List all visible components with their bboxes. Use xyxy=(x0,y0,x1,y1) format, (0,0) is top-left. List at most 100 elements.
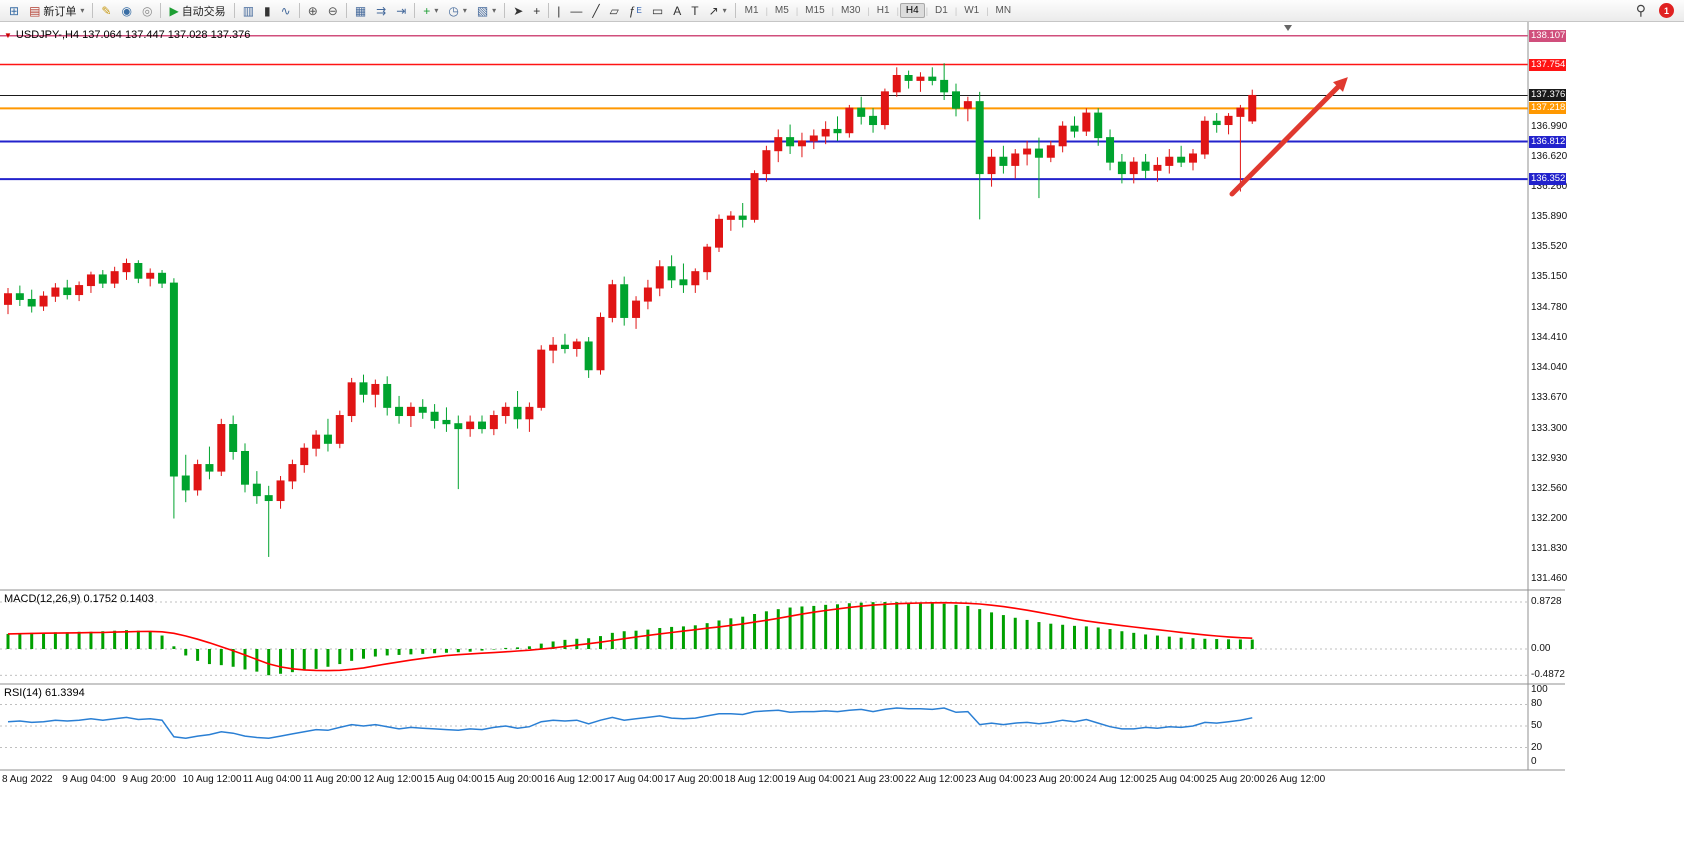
candle-body xyxy=(1177,156,1186,163)
candle-body xyxy=(323,434,332,444)
periods-button[interactable]: ◷ ▾ xyxy=(443,1,472,20)
text-button[interactable]: A xyxy=(668,1,686,20)
candle-body xyxy=(596,316,605,371)
timeframe-m1-button[interactable]: M1 xyxy=(744,5,759,16)
trendline-button[interactable]: ╱ xyxy=(587,1,604,20)
candle-body xyxy=(703,246,712,273)
autotrading-button[interactable]: ▶ 自动交易 xyxy=(164,1,230,20)
candle-body xyxy=(857,107,866,117)
metaeditor-icon: ✎ xyxy=(101,3,112,18)
candle-body xyxy=(928,76,937,81)
toolbar: ⊞ ▤ 新订单 ▾ ✎ ◉ ◎ ▶ 自动交易 ▥ ▮ ∿ ⊕ ⊖ ▦ ⇉ ⇥ + ▾ ◷ ▾ ▧ ▾ ➤ + | ― ╱ ▱ ƒ E ▭ A T ↗… xyxy=(0,0,1684,22)
dropdown-caret-icon: ▾ xyxy=(462,6,467,15)
candle-body xyxy=(632,300,641,318)
arrows-button[interactable]: ↗ ▾ xyxy=(704,1,732,20)
candlestick-chart-icon: ▮ xyxy=(264,3,271,18)
community-button[interactable]: ◎ xyxy=(137,1,157,20)
candle-body xyxy=(738,215,747,220)
chart-title-text: USDJPY-,H4 137.064 137.447 137.028 137.3… xyxy=(15,29,251,41)
metaeditor-button[interactable]: ✎ xyxy=(96,1,116,20)
candle-body xyxy=(667,266,676,281)
auto-scroll-button[interactable]: ⇉ xyxy=(371,1,391,20)
chart-shift-button[interactable]: ⇥ xyxy=(391,1,411,20)
line-chart-button[interactable]: ∿ xyxy=(276,1,296,20)
candle-body xyxy=(15,293,24,300)
candle-body xyxy=(1034,148,1043,158)
candle-body xyxy=(833,128,842,134)
timeframe-w1-button[interactable]: W1 xyxy=(964,5,980,16)
crosshair-icon: + xyxy=(533,3,541,18)
candle-body xyxy=(205,464,214,472)
candle-body xyxy=(489,415,498,430)
label-icon: T xyxy=(691,3,699,18)
candle-body xyxy=(300,447,309,466)
candle-body xyxy=(774,137,783,152)
channel-icon: ▱ xyxy=(609,3,619,18)
fibonacci-button-sub-label: E xyxy=(636,6,642,15)
zoom-out-button[interactable]: ⊖ xyxy=(323,1,343,20)
timeframe-separator: | xyxy=(831,5,834,16)
timeframe-m15-button[interactable]: M15 xyxy=(805,5,825,16)
timeframe-h4-button[interactable]: H4 xyxy=(899,3,925,18)
toolbar-separator xyxy=(548,3,550,18)
candle-body xyxy=(975,101,984,175)
tile-windows-button[interactable]: ▦ xyxy=(350,1,371,20)
candle-body xyxy=(4,293,12,305)
dropdown-caret-icon: ▾ xyxy=(434,6,439,15)
candle-body xyxy=(1117,161,1126,175)
candle-body xyxy=(584,341,593,371)
candle-body xyxy=(797,140,806,147)
chart-area[interactable]: ▼ USDJPY-,H4 137.064 137.447 137.028 137… xyxy=(0,22,1684,844)
candle-body xyxy=(916,76,925,81)
candle-body xyxy=(264,495,273,502)
candle-body xyxy=(169,282,178,477)
candle-body xyxy=(371,383,380,395)
shapes-button[interactable]: ▭ xyxy=(647,1,668,20)
bar-chart-button[interactable]: ▥ xyxy=(238,1,259,20)
chart-canvas[interactable] xyxy=(0,22,1684,844)
macd-indicator-label: MACD(12,26,9) 0.1752 0.1403 xyxy=(4,593,154,605)
zoom-in-button[interactable]: ⊕ xyxy=(303,1,323,20)
candle-body xyxy=(869,115,878,126)
timeframe-m30-button[interactable]: M30 xyxy=(840,5,861,16)
symbol-marker-icon: ▼ xyxy=(4,30,12,40)
candle-body xyxy=(75,285,84,296)
candle-body xyxy=(655,266,664,289)
candle-body xyxy=(193,464,202,491)
toolbar-separator xyxy=(298,3,300,18)
timeframe-h1-button[interactable]: H1 xyxy=(876,5,890,16)
new-order-button[interactable]: ▤ 新订单 ▾ xyxy=(24,1,89,20)
candle-body xyxy=(560,344,569,350)
crosshair-button[interactable]: + xyxy=(528,1,545,20)
vertical-line-button[interactable]: | xyxy=(552,1,565,20)
candle-body xyxy=(418,406,427,413)
candle-body xyxy=(39,295,48,307)
trend-arrow[interactable] xyxy=(1229,84,1341,197)
candlestick-chart-button[interactable]: ▮ xyxy=(259,1,276,20)
text-icon: A xyxy=(673,3,682,18)
search-button[interactable]: ⚲ xyxy=(1631,1,1651,20)
notification-badge[interactable]: 1 xyxy=(1659,3,1674,18)
label-button[interactable]: T xyxy=(686,1,703,20)
terminal-button[interactable]: ◉ xyxy=(116,1,136,20)
timeframe-m5-button[interactable]: M5 xyxy=(774,5,789,16)
timeframe-mn-button[interactable]: MN xyxy=(995,5,1012,16)
horizontal-line-button[interactable]: ― xyxy=(565,1,587,20)
timeframe-separator: | xyxy=(867,5,870,16)
templates-button[interactable]: ▧ ▾ xyxy=(472,1,501,20)
candle-body xyxy=(276,480,285,502)
new-chart-button[interactable]: ⊞ xyxy=(4,1,24,20)
line-chart-icon: ∿ xyxy=(280,3,291,18)
candle-body xyxy=(880,91,889,126)
toolbar-separator xyxy=(160,3,162,18)
candle-body xyxy=(347,382,356,417)
channel-button[interactable]: ▱ xyxy=(605,1,624,20)
candle-body xyxy=(181,475,190,491)
timeframe-d1-button[interactable]: D1 xyxy=(935,5,948,16)
candle-body xyxy=(1070,125,1079,132)
cursor-button[interactable]: ➤ xyxy=(508,1,528,20)
candle-body xyxy=(335,415,344,444)
add-indicator-button[interactable]: + ▾ xyxy=(418,1,443,20)
